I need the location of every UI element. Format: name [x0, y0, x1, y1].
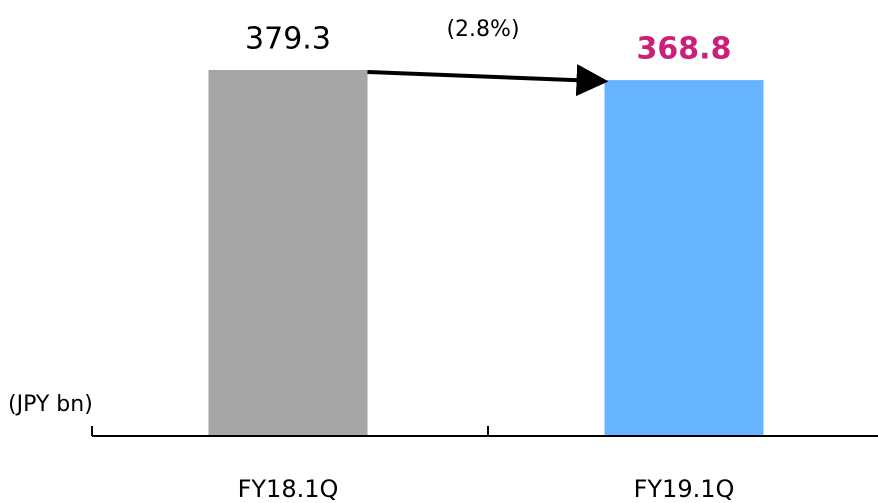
- value-label: 368.8: [637, 32, 732, 67]
- bar: [604, 80, 764, 436]
- x-tick-label: FY19.1Q: [634, 475, 735, 503]
- change-arrow: [367, 64, 609, 97]
- unit-label: (JPY bn): [8, 392, 93, 417]
- change-annotation: (2.8%): [446, 17, 519, 42]
- x-tick-label: FY18.1Q: [238, 475, 339, 503]
- bar: [208, 69, 368, 437]
- value-label: 379.3: [245, 21, 331, 56]
